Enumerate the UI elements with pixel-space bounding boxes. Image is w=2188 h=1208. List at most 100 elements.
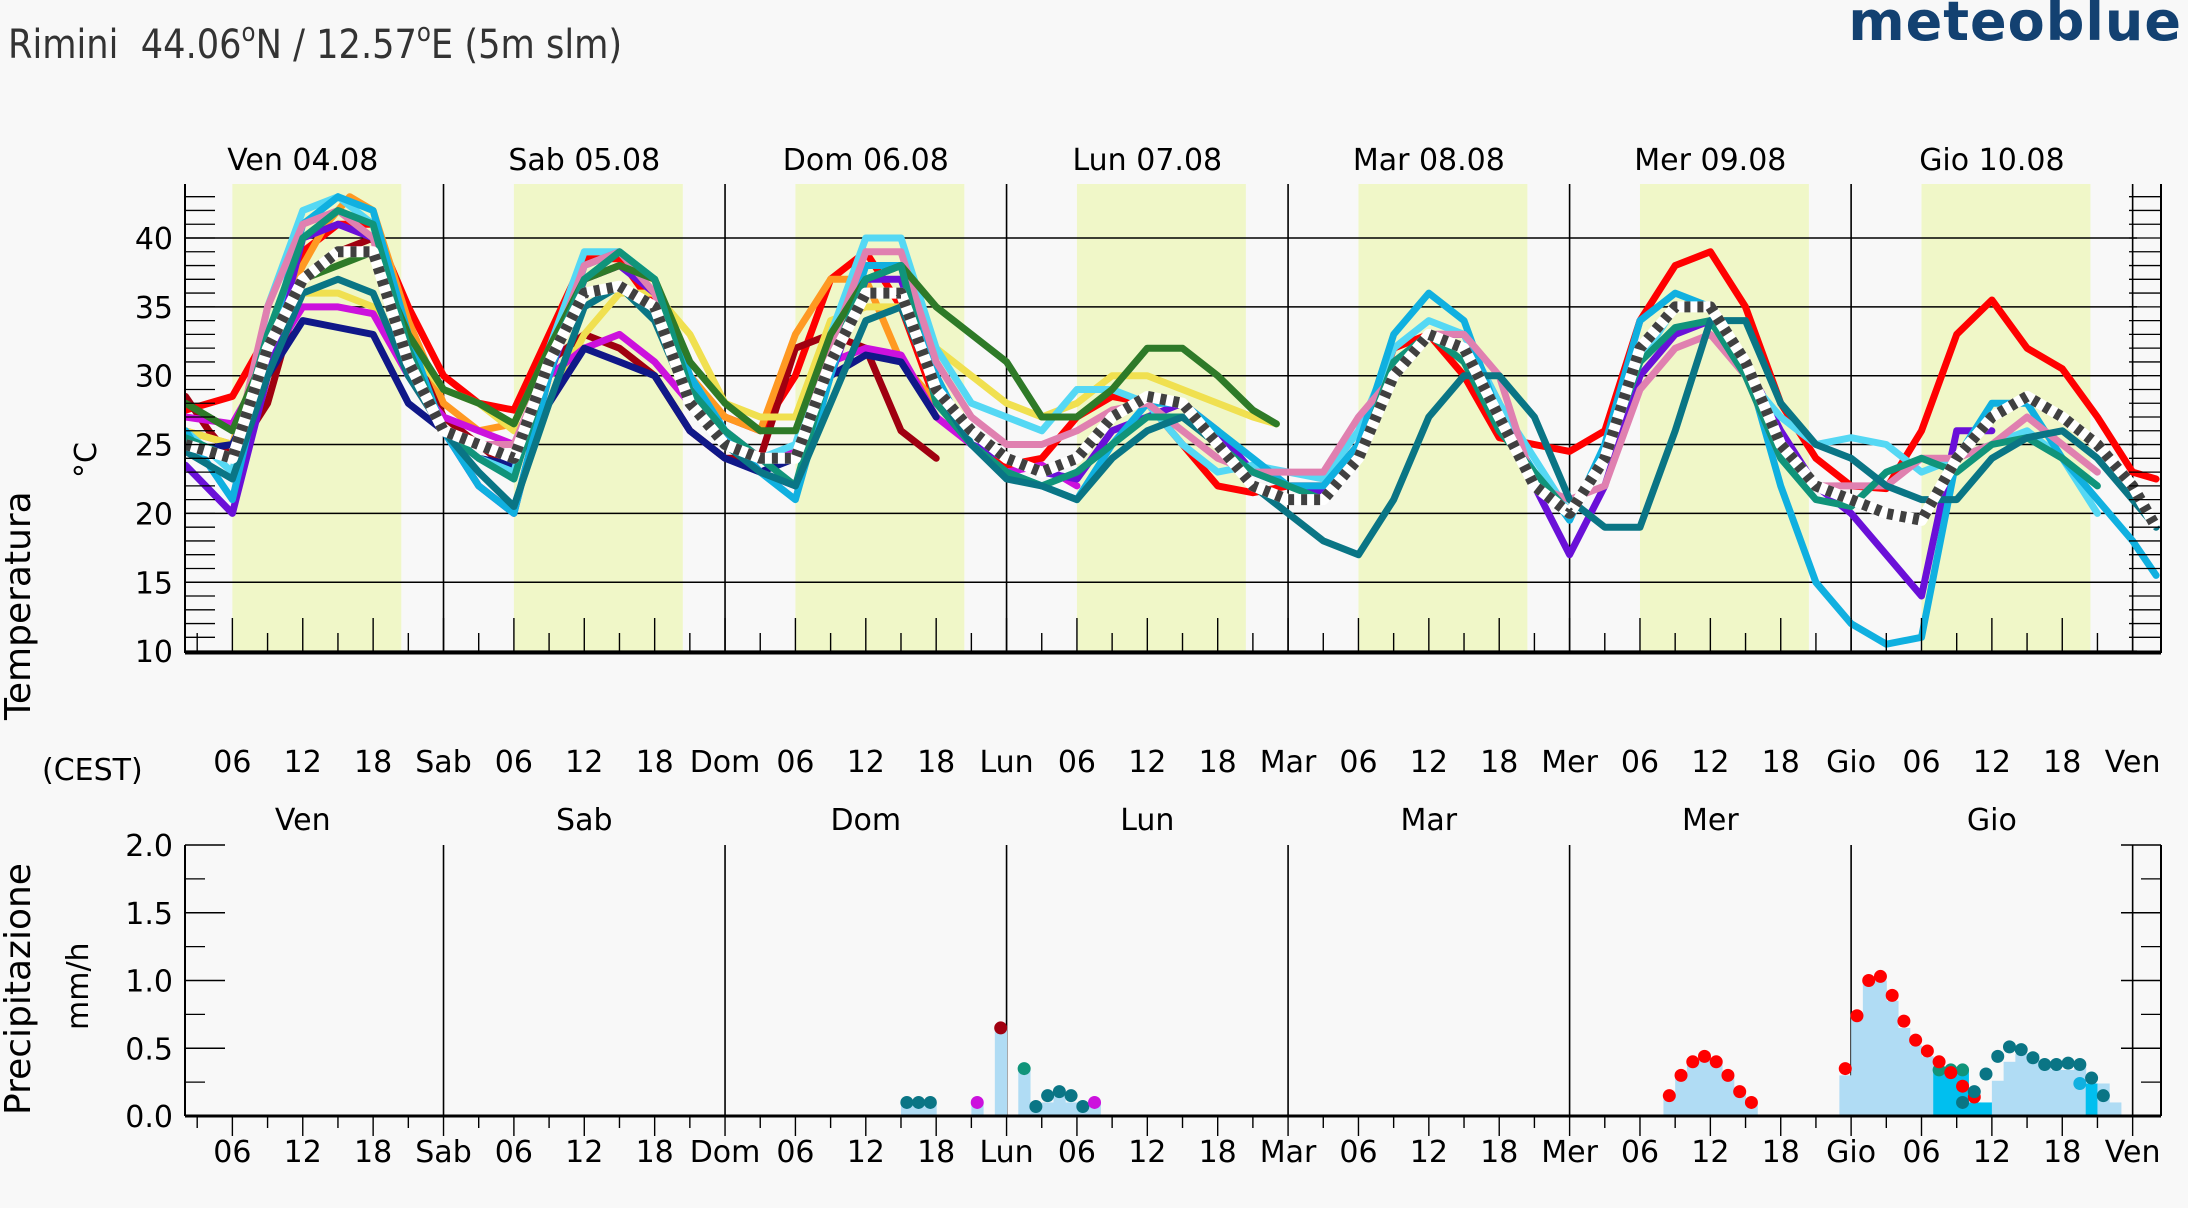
precipitation-dot: [2085, 1071, 2099, 1085]
precipitation-dot: [1733, 1085, 1747, 1099]
temperature-x-tick-label: 12: [565, 745, 603, 780]
precipitation-dot: [1744, 1095, 1758, 1109]
precipitation-x-tick-label: 12: [284, 1135, 322, 1170]
precipitation-dot: [1697, 1049, 1711, 1063]
precipitation-bar: [2003, 1061, 2016, 1116]
temperature-tick-label: 25: [135, 429, 173, 464]
precipitation-bar: [2109, 1102, 2122, 1116]
precipitation-x-tick-label: 18: [2043, 1135, 2081, 1170]
temperature-x-tick-label: Ven: [2105, 745, 2161, 780]
precipitation-dot: [1862, 974, 1876, 987]
precipitation-x-tick-label: Gio: [1826, 1135, 1876, 1170]
precipitation-x-tick-label: 18: [1199, 1135, 1237, 1170]
precipitation-x-tick-label: Dom: [690, 1135, 761, 1170]
precipitation-dot: [970, 1095, 984, 1109]
temperature-x-tick-label: 12: [1973, 745, 2011, 780]
precipitation-dot: [2061, 1056, 2075, 1070]
precipitation-dot: [1991, 1049, 2005, 1063]
precipitation-bar: [1944, 1069, 1958, 1116]
day-header: Dom 06.08: [783, 143, 949, 178]
precipitation-bar: [1886, 1000, 1899, 1116]
precipitation-tick-label: 1.0: [125, 965, 173, 1000]
precipitation-dot: [1956, 1079, 1970, 1093]
temperature-x-tick-label: 18: [1480, 745, 1518, 780]
precipitation-x-tick-label: 06: [495, 1135, 533, 1170]
precipitation-bar: [1053, 1095, 1066, 1116]
precipitation-x-tick-label: 18: [354, 1135, 392, 1170]
precipitation-bar: [1991, 1080, 2005, 1116]
precipitation-bar: [2038, 1061, 2052, 1116]
temperature-series: [185, 193, 2161, 648]
temperature-tick-label: 30: [135, 360, 173, 395]
temperature-axis-label: Temperatura: [0, 491, 39, 721]
precipitation-dot: [1920, 1044, 1934, 1058]
precipitation-bar: [2015, 1053, 2028, 1116]
precipitation-bar: [1862, 980, 1876, 1116]
latitude: 44.06: [140, 22, 242, 68]
precipitation-x-tick-label: 12: [847, 1135, 885, 1170]
precipitation-bar: [1710, 1061, 1723, 1116]
temperature-axes: 10 15 20 25 30 35 40 06 12 18 Sab 06 12 18 Dom 06 12 18 Lu…: [135, 143, 2162, 780]
precipitation-bar: [1956, 1069, 1969, 1116]
day-header: Lun 07.08: [1072, 143, 1222, 178]
precipitation-x-tick-label: 06: [1902, 1135, 1940, 1170]
precip-day-header: Gio: [1967, 803, 2017, 838]
precipitation-x-tick-label: 06: [776, 1135, 814, 1170]
precipitation-x-tick-label: 12: [1973, 1135, 2011, 1170]
precipitation-bar: [1968, 1102, 1981, 1116]
temperature-x-tick-label: 12: [1410, 745, 1448, 780]
precipitation-dot: [923, 1095, 937, 1109]
temperature-x-tick-label: 06: [1621, 745, 1659, 780]
temperature-x-tick-label: Gio: [1826, 745, 1876, 780]
temperature-x-tick-label: 06: [213, 745, 251, 780]
precipitation-x-tick-label: 12: [1128, 1135, 1166, 1170]
precipitation-bar: [1921, 1056, 1934, 1116]
precipitation-bar: [1018, 1068, 1031, 1116]
precipitation-x-tick-label: 06: [213, 1135, 251, 1170]
precipitation-bar: [1041, 1102, 1054, 1116]
precipitation-x-tick-label: 18: [917, 1135, 955, 1170]
precipitation-dot: [2026, 1051, 2040, 1065]
meteoblue-logo[interactable]: meteoblue: [1848, 0, 2182, 53]
precipitation-x-tick-label: 06: [1058, 1135, 1096, 1170]
temperature-x-tick-label: 18: [2043, 745, 2081, 780]
precipitation-x-tick-label: 06: [1621, 1135, 1659, 1170]
precip-day-header: Mer: [1682, 803, 1739, 838]
precipitation-tick-label: 0.0: [125, 1100, 173, 1135]
temperature-x-tick-label: 06: [1902, 745, 1940, 780]
precipitation-dot: [1721, 1068, 1735, 1082]
separator: /: [293, 22, 305, 68]
temperature-x-tick-label: 12: [284, 745, 322, 780]
precipitation-bar: [1722, 1075, 1735, 1116]
temperature-tick-label: 15: [135, 566, 173, 601]
temperature-x-tick-label: Mar: [1260, 745, 1317, 780]
precipitation-dot: [1967, 1085, 1981, 1099]
precipitation-tick-label: 0.5: [125, 1032, 173, 1067]
temperature-x-tick-label: Mer: [1541, 745, 1598, 780]
precipitation-bar: [1686, 1061, 1700, 1116]
precipitation-bar: [1065, 1102, 1078, 1116]
temperature-tick-label: 20: [135, 497, 173, 532]
precipitation-dot: [1686, 1055, 1700, 1069]
precipitation-bar: [994, 1027, 1008, 1116]
precipitation-x-tick-label: 18: [1480, 1135, 1518, 1170]
timezone-label: (CEST): [42, 753, 143, 788]
precipitation-x-tick-label: 12: [1691, 1135, 1729, 1170]
precipitation-bar: [1698, 1056, 1711, 1116]
precipitation-tick-label: 2.0: [125, 829, 173, 864]
precipitation-dot: [1029, 1100, 1043, 1114]
precipitation-x-tick-label: Sab: [415, 1135, 471, 1170]
precipitation-x-tick-label: Lun: [979, 1135, 1033, 1170]
precipitation-dot: [1897, 1014, 1911, 1028]
precipitation-bar: [1980, 1102, 1993, 1116]
longitude-direction: E: [430, 22, 454, 68]
temperature-line-model-teal: [185, 275, 2160, 559]
precipitation-bars: [900, 969, 2122, 1116]
precipitation-tick-label: 1.5: [125, 897, 173, 932]
precipitation-x-tick-label: Ven: [2105, 1135, 2161, 1170]
temperature-x-tick-label: 12: [1691, 745, 1729, 780]
precip-day-header: Mar: [1401, 803, 1458, 838]
precipitation-dot: [2073, 1076, 2087, 1090]
precipitation-dot: [1041, 1089, 1055, 1103]
precipitation-dot: [1850, 1009, 1864, 1023]
